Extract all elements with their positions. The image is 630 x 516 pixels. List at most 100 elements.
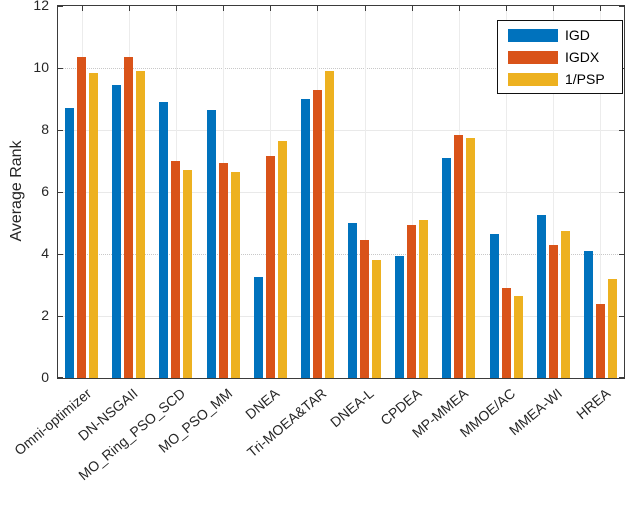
- bar-group: [159, 6, 193, 378]
- bar-igd-6: [300, 99, 310, 378]
- bar-igd-11: [536, 215, 546, 378]
- bar-1psp-11: [560, 230, 570, 378]
- bar-igdx-3: [171, 161, 181, 378]
- x-gridline: [506, 6, 508, 378]
- x-tick-mark: [223, 6, 225, 11]
- bar-igdx-7: [360, 240, 370, 378]
- legend-label: 1/PSP: [565, 71, 605, 87]
- bar-group: [206, 6, 240, 378]
- y-tick-label: 2: [41, 307, 49, 323]
- bar-1psp-12: [607, 278, 617, 378]
- legend-label: IGD: [565, 27, 590, 43]
- x-tick-label: DNEA-L: [327, 385, 377, 431]
- bar-group: [536, 6, 570, 378]
- y-tick-mark: [619, 192, 624, 193]
- x-tick-mark: [458, 6, 460, 11]
- y-gridline: [58, 192, 624, 193]
- bar-1psp-4: [230, 171, 240, 378]
- x-gridline: [411, 6, 413, 378]
- y-gridline: [58, 254, 624, 255]
- y-gridline: [58, 68, 624, 69]
- x-tick-mark: [317, 6, 319, 11]
- y-tick-mark: [58, 68, 63, 69]
- bar-group: [489, 6, 523, 378]
- bar-igdx-11: [548, 244, 558, 378]
- bar-1psp-1: [89, 72, 99, 378]
- y-tick-mark: [58, 6, 63, 7]
- x-tick-label: Omni-optimizer: [10, 385, 94, 459]
- legend-swatch-igd: [508, 28, 558, 42]
- x-gridline: [553, 6, 555, 378]
- bar-group: [442, 6, 476, 378]
- bar-1psp-7: [372, 260, 382, 378]
- y-tick-label: 4: [41, 245, 49, 261]
- bar-igdx-10: [501, 288, 511, 378]
- bar-group: [583, 6, 617, 378]
- bar-1psp-2: [136, 71, 146, 378]
- bar-1psp-9: [466, 137, 476, 378]
- x-tick-mark: [411, 6, 413, 11]
- x-gridline: [364, 6, 366, 378]
- bar-igdx-8: [407, 224, 417, 378]
- bar-group: [348, 6, 382, 378]
- legend-item: 1/PSP: [498, 70, 622, 88]
- bar-igd-3: [159, 102, 169, 378]
- bar-group: [253, 6, 287, 378]
- x-tick-mark: [506, 6, 508, 11]
- bar-igd-9: [442, 157, 452, 378]
- bar-1psp-5: [277, 140, 287, 378]
- x-tick-label: DNEA: [242, 385, 283, 423]
- legend: IGD IGDX 1/PSP: [497, 20, 623, 94]
- y-tick-label: 10: [33, 59, 49, 75]
- bar-1psp-3: [183, 170, 193, 378]
- bar-group: [395, 6, 429, 378]
- bar-igd-8: [395, 255, 405, 378]
- bar-igd-2: [112, 85, 122, 378]
- y-tick-mark: [58, 377, 63, 378]
- bar-igd-12: [583, 250, 593, 378]
- bar-group: [300, 6, 334, 378]
- bar-igd-10: [489, 233, 499, 378]
- x-tick-mark: [175, 6, 177, 11]
- bar-igdx-2: [124, 57, 134, 378]
- legend-swatch-igdx: [508, 50, 558, 64]
- bar-igdx-1: [77, 57, 87, 378]
- y-tick-mark: [58, 192, 63, 193]
- x-tick-mark: [81, 6, 83, 11]
- bar-1psp-10: [513, 295, 523, 378]
- y-gridline: [58, 316, 624, 317]
- x-tick-mark: [270, 6, 272, 11]
- bar-igdx-9: [454, 134, 464, 378]
- bar-igdx-6: [312, 89, 322, 378]
- x-tick-mark: [364, 6, 366, 11]
- legend-item: IGD: [498, 26, 622, 44]
- y-tick-mark: [619, 6, 624, 7]
- x-tick-mark: [600, 6, 602, 11]
- bar-group: [112, 6, 146, 378]
- legend-swatch-1psp: [508, 72, 558, 86]
- y-tick-mark: [58, 316, 63, 317]
- y-tick-mark: [619, 254, 624, 255]
- bar-igdx-4: [218, 162, 228, 378]
- bar-1psp-8: [419, 219, 429, 378]
- x-gridline: [600, 6, 602, 378]
- bar-1psp-6: [324, 71, 334, 378]
- y-tick-label: 0: [41, 369, 49, 385]
- bar-group: [65, 6, 99, 378]
- bar-igd-4: [206, 109, 216, 378]
- bar-igd-1: [65, 108, 75, 378]
- y-tick-mark: [619, 130, 624, 131]
- y-tick-mark: [58, 254, 63, 255]
- y-tick-label: 6: [41, 183, 49, 199]
- y-tick-mark: [619, 316, 624, 317]
- y-gridline: [58, 130, 624, 131]
- y-tick-mark: [58, 130, 63, 131]
- legend-label: IGDX: [565, 49, 600, 65]
- bar-igdx-12: [595, 303, 605, 378]
- bar-igd-7: [348, 223, 358, 378]
- bar-igd-5: [253, 277, 263, 378]
- y-tick-label: 8: [41, 121, 49, 137]
- plot-area: IGD IGDX 1/PSP: [57, 5, 625, 379]
- y-tick-label: 12: [33, 0, 49, 13]
